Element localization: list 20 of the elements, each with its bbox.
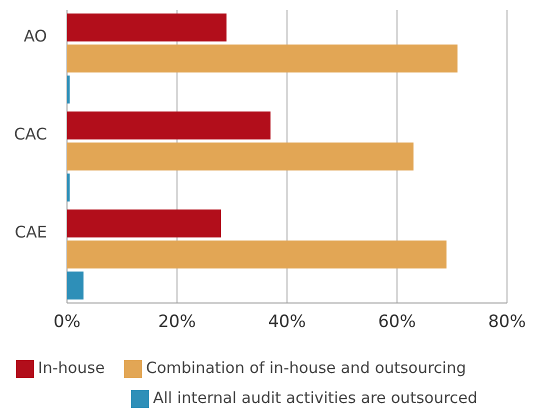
bar: [67, 76, 70, 104]
bar: [67, 142, 414, 170]
y-tick-label: CAE: [14, 222, 47, 242]
x-tick-label: 40%: [268, 312, 306, 332]
bar: [67, 174, 70, 202]
legend-label: Combination of in-house and outsourcing: [146, 359, 466, 377]
x-tick-label: 0%: [54, 312, 80, 332]
x-tick-label: 80%: [488, 312, 526, 332]
bar: [67, 112, 270, 140]
bar: [67, 44, 458, 72]
legend-label: In-house: [38, 359, 105, 377]
legend-label: All internal audit activities are outsourced: [153, 389, 478, 407]
x-tick-label: 60%: [378, 312, 416, 332]
y-tick-label: CAC: [14, 124, 47, 144]
bar: [67, 272, 84, 300]
x-tick-label: 20%: [158, 312, 196, 332]
bar: [67, 240, 446, 268]
bar: [67, 14, 226, 42]
bar: [67, 210, 221, 238]
y-tick-label: AO: [24, 26, 47, 46]
